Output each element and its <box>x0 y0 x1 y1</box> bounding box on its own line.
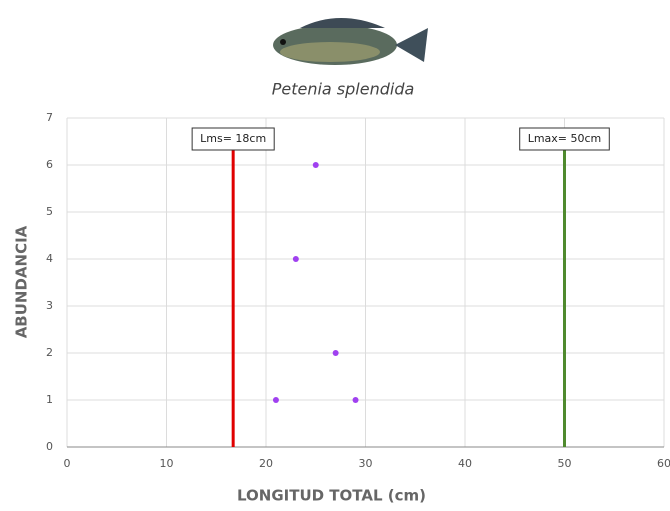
x-tick-label: 50 <box>558 457 572 470</box>
point <box>292 256 299 262</box>
y-tick-label: 4 <box>46 252 53 265</box>
reference-label: Lms= 18cm <box>200 132 266 145</box>
reference-label: Lmax= 50cm <box>528 132 602 145</box>
y-tick-label: 6 <box>46 158 53 171</box>
x-tick-label: 20 <box>259 457 273 470</box>
y-tick-label: 0 <box>46 440 53 453</box>
x-tick-label: 40 <box>458 457 472 470</box>
chart-title: Petenia splendida <box>272 80 415 99</box>
x-tick-label: 0 <box>64 457 71 470</box>
point <box>332 350 339 356</box>
point <box>272 397 279 403</box>
point <box>352 397 359 403</box>
y-tick-label: 5 <box>46 205 53 218</box>
x-tick-label: 10 <box>160 457 174 470</box>
fish-illustration <box>273 18 428 65</box>
reference-label-box <box>191 127 275 151</box>
y-tick-label: 2 <box>46 346 53 359</box>
y-tick-label: 3 <box>46 299 53 312</box>
y-tick-label: 1 <box>46 393 53 406</box>
x-tick-label: 30 <box>359 457 373 470</box>
reference-label-box <box>519 127 610 151</box>
y-tick-label: 7 <box>46 111 53 124</box>
y-axis-label: ABUNDANCIA <box>13 225 31 338</box>
x-axis-label: LONGITUD TOTAL (cm) <box>237 487 426 505</box>
x-tick-label: 60 <box>657 457 670 470</box>
point <box>312 162 319 168</box>
